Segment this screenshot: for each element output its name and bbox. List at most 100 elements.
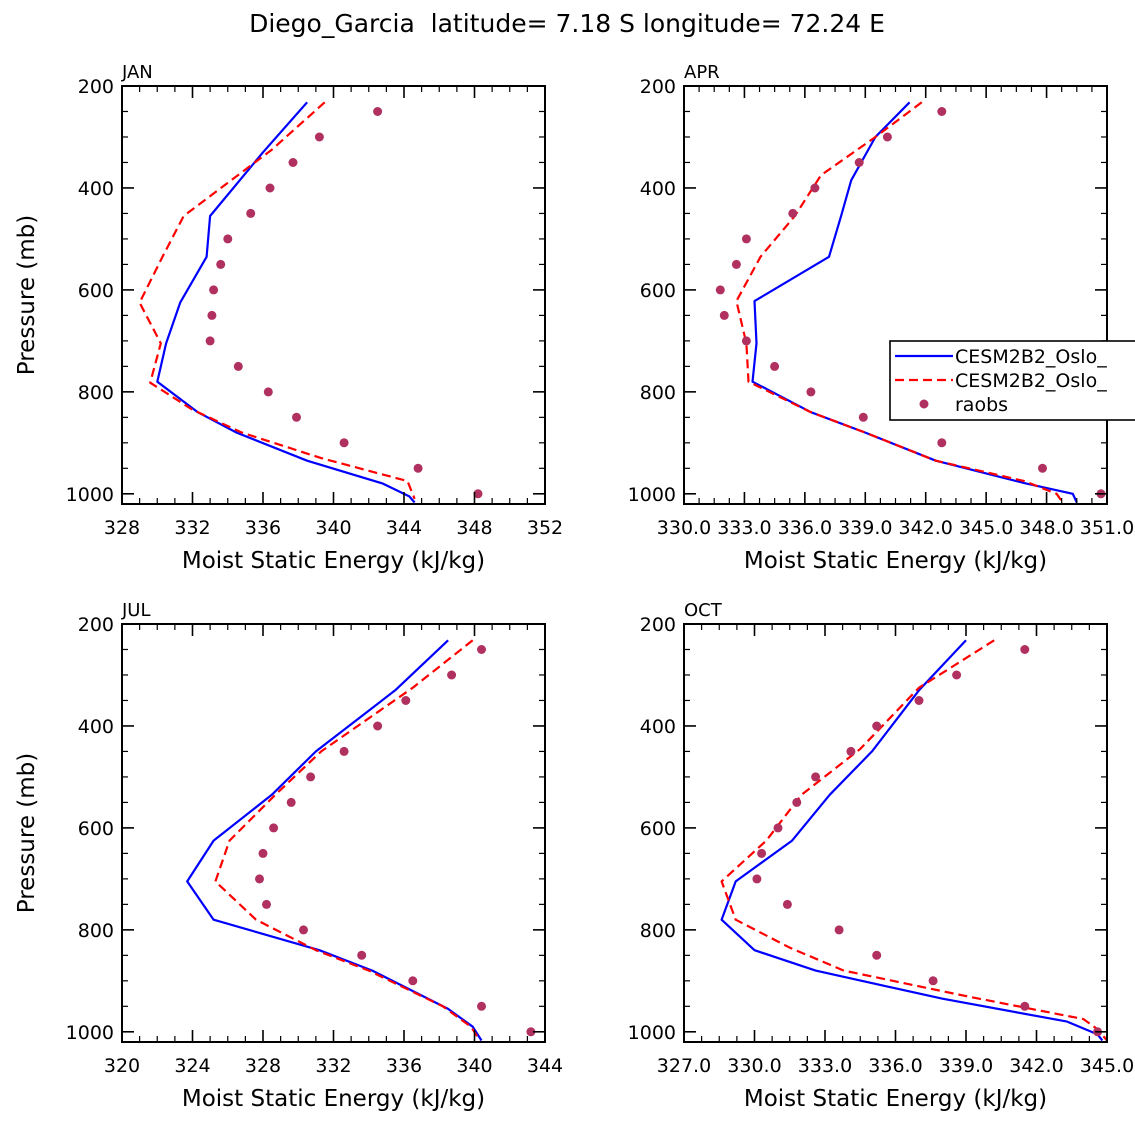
model-line-solid — [720, 639, 1104, 1042]
raobs-point — [1038, 463, 1047, 473]
plot-frame — [683, 623, 1108, 1043]
x-tick-label: 342.0 — [899, 517, 953, 539]
x-axis-label: Moist Static Energy (kJ/kg) — [182, 548, 485, 574]
raobs-point — [810, 183, 820, 193]
raobs-point — [806, 387, 816, 397]
raobs-point — [757, 848, 767, 858]
raobs-point — [752, 874, 762, 884]
x-tick-label: 330.0 — [657, 517, 711, 539]
raobs-point — [788, 208, 798, 218]
x-axis-label: Moist Static Energy (kJ/kg) — [182, 1086, 485, 1112]
y-tick-label: 200 — [78, 614, 114, 636]
raobs-point — [952, 670, 962, 680]
raobs-point — [209, 285, 219, 295]
y-tick-label: 600 — [640, 280, 676, 302]
x-tick-label: 336 — [245, 517, 281, 539]
model-line-dashed — [214, 639, 481, 1042]
legend-entry: raobs — [955, 394, 1008, 416]
y-tick-label: 1000 — [628, 1022, 676, 1044]
x-tick-label: 330.0 — [727, 1055, 781, 1077]
model-line-solid — [751, 101, 1078, 503]
panel-oct: OCT 327.0 330.0 333.0 336.0 339.0 342.0 345.0 20… — [628, 600, 1135, 1112]
x-tick-label: 327.0 — [657, 1055, 711, 1077]
y-tick-label: 200 — [78, 76, 114, 98]
y-tick-label: 1000 — [628, 484, 676, 506]
raobs-point — [858, 412, 868, 422]
x-tick-label: 348 — [456, 517, 492, 539]
y-axis-label: Pressure (mb) — [14, 753, 40, 913]
raobs-point — [258, 848, 268, 858]
raobs-point — [741, 234, 751, 244]
x-tick-label: 342.0 — [1009, 1055, 1063, 1077]
raobs-point — [373, 721, 383, 731]
x-tick-label: 332 — [315, 1055, 351, 1077]
x-tick-label: 352 — [527, 517, 563, 539]
raobs-point — [854, 158, 864, 167]
y-tick-label: 400 — [78, 716, 114, 738]
series-group — [720, 639, 1107, 1042]
x-tick-label: 345.0 — [1080, 1055, 1134, 1077]
raobs-point — [1020, 1001, 1030, 1011]
y-tick-label: 1000 — [66, 484, 114, 506]
legend-entry: CESM2B2_Oslo_ — [955, 370, 1107, 392]
raobs-point — [255, 874, 264, 884]
x-tick-label: 344 — [386, 517, 422, 539]
raobs-point — [339, 746, 349, 756]
raobs-point — [292, 412, 301, 422]
x-axis-label: Moist Static Energy (kJ/kg) — [744, 1086, 1047, 1112]
x-tick-label: 339.0 — [838, 517, 892, 539]
raobs-point — [357, 950, 367, 960]
raobs-point — [914, 696, 924, 705]
raobs-point — [306, 772, 316, 782]
raobs-point — [882, 132, 892, 142]
y-tick-label: 800 — [78, 382, 114, 404]
raobs-point — [715, 285, 725, 295]
x-tick-label: 340 — [456, 1055, 492, 1077]
raobs-point — [262, 899, 271, 909]
x-tick-label: 333.0 — [717, 517, 771, 539]
raobs-point — [233, 361, 243, 371]
panel-label: OCT — [684, 600, 723, 621]
raobs-point — [263, 387, 273, 397]
panel-label: APR — [684, 62, 720, 83]
raobs-point — [299, 925, 308, 935]
raobs-point — [288, 158, 298, 167]
raobs-point — [339, 438, 349, 448]
raobs-point — [937, 438, 947, 448]
y-tick-label: 600 — [78, 818, 114, 840]
chart-title: Diego_Garcia latitude= 7.18 S longitude=… — [249, 9, 885, 38]
model-line-solid — [186, 639, 483, 1042]
model-line-dashed — [720, 639, 1107, 1042]
y-tick-label: 600 — [640, 818, 676, 840]
raobs-point — [792, 797, 802, 807]
y-tick-label: 400 — [78, 178, 114, 200]
model-line-dashed — [735, 101, 1064, 504]
x-tick-label: 344 — [527, 1055, 563, 1077]
raobs-point — [207, 310, 217, 320]
x-tick-label: 324 — [174, 1055, 210, 1077]
y-tick-label: 600 — [78, 280, 114, 302]
y-tick-label: 400 — [640, 716, 676, 738]
raobs-point — [473, 489, 483, 499]
plot-frame — [121, 623, 546, 1043]
x-tick-label: 320 — [104, 1055, 140, 1077]
raobs-point — [205, 336, 215, 346]
legend-marker-swatch — [919, 399, 929, 409]
x-tick-label: 336.0 — [868, 1055, 922, 1077]
y-tick-label: 400 — [640, 178, 676, 200]
series-group — [186, 639, 536, 1042]
series-group — [138, 101, 483, 504]
panel-jul: JUL 320 324 328 332 336 340 344 200 400 600 800 1000… — [14, 600, 563, 1112]
y-tick-label: 200 — [640, 614, 676, 636]
x-tick-label: 348.0 — [1019, 517, 1073, 539]
panel-jan: JAN 328 332 336 340 344 348 352 200 400 600 800 1000… — [14, 62, 563, 574]
y-axis-label: Pressure (mb) — [14, 215, 40, 375]
raobs-point — [731, 259, 741, 269]
x-axis-label: Moist Static Energy (kJ/kg) — [744, 548, 1047, 574]
panel-apr: APR 330.0 333.0 336.0 339.0 342.0 345.0 348.0 35… — [628, 62, 1135, 574]
model-line-dashed — [138, 101, 416, 500]
panel-label: JUL — [121, 600, 151, 621]
x-tick-label: 333.0 — [798, 1055, 852, 1077]
series-group — [715, 101, 1106, 504]
y-tick-label: 800 — [78, 920, 114, 942]
